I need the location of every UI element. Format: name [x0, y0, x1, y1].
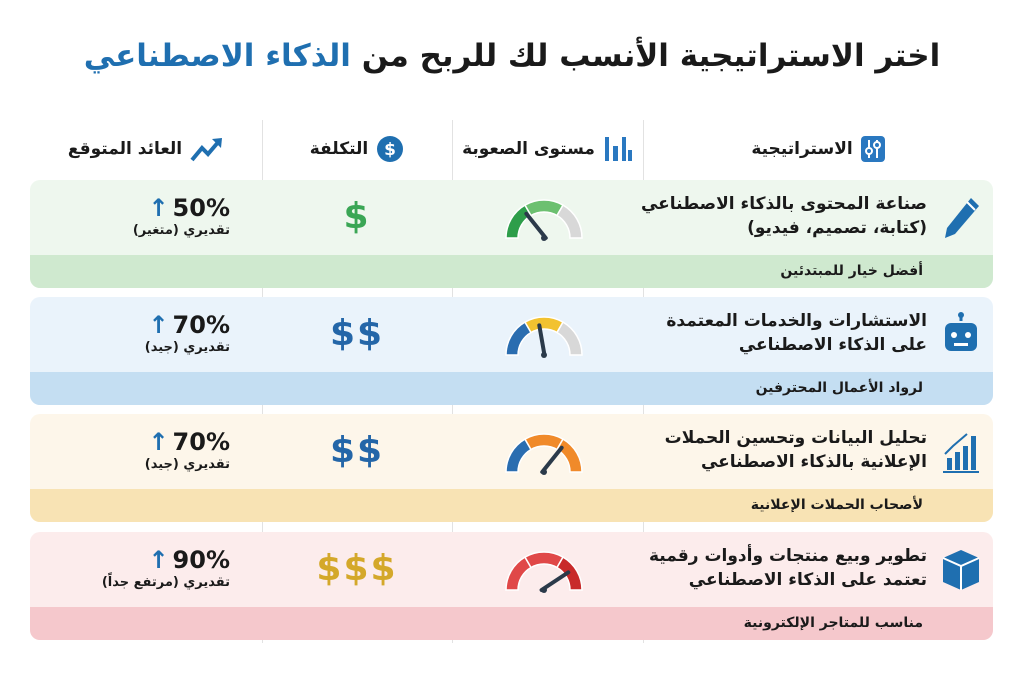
pencil-icon — [945, 198, 979, 238]
header-return-label: العائد المتوقع — [67, 139, 183, 159]
return-percent: 50% — [172, 194, 230, 222]
header-difficulty: مستوى الصعوبة — [452, 120, 643, 178]
return-note: تقديري (جيد) — [144, 457, 230, 472]
audience-label: أفضل خيار للمبتدئين — [780, 263, 923, 279]
header-return: العائد المتوقع — [30, 120, 262, 178]
audience-band: مناسب للمتاجر الإلكترونية — [30, 607, 993, 640]
expected-return: ↑ 70% تقديري (جيد) — [30, 428, 230, 474]
difficulty-gauge — [505, 316, 583, 358]
arrow-up-icon: ↑ — [148, 428, 169, 456]
header-strategy-label: الاستراتيجية — [751, 139, 853, 159]
strategy-row: لرواد الأعمال المحترفين الاستشارات والخد… — [30, 297, 993, 405]
gauge-segment — [555, 438, 583, 473]
header-cost: $ التكلفة — [262, 120, 452, 178]
audience-band: لرواد الأعمال المحترفين — [30, 372, 993, 405]
gauge-segment — [523, 433, 565, 451]
gauge-needle — [524, 211, 548, 240]
audience-band: أفضل خيار للمبتدئين — [30, 255, 993, 288]
gauge-segment — [523, 199, 565, 217]
strategy-row: مناسب للمتاجر الإلكترونية تطوير وبيع منت… — [30, 532, 993, 640]
difficulty-gauge — [505, 199, 583, 241]
return-percent: 70% — [172, 428, 230, 456]
strategy-name: الاستشارات والخدمات المعتمدة على الذكاء … — [666, 311, 927, 355]
audience-label: لرواد الأعمال المحترفين — [755, 380, 923, 396]
gauge-segment — [555, 204, 583, 239]
gauge-needle — [540, 445, 564, 474]
cost-symbol: $$$ — [316, 548, 398, 589]
cost-symbol: $$ — [329, 313, 385, 354]
audience-label: مناسب للمتاجر الإلكترونية — [743, 615, 923, 631]
return-percent: 70% — [172, 311, 230, 339]
arrow-up-icon: ↑ — [148, 546, 169, 574]
gauge-hub — [541, 587, 547, 593]
title-main: اختر الاستراتيجية الأنسب لك للربح من — [361, 38, 941, 74]
strategy-row: لأصحاب الحملات الإعلانية تحليل البيانات … — [30, 414, 993, 522]
expected-return: ↑ 90% تقديري (مرتفع جداً) — [30, 546, 230, 592]
expected-return: ↑ 70% تقديري (جيد) — [30, 311, 230, 357]
expected-return: ↑ 50% تقديري (متغير) — [30, 194, 230, 240]
gauge-segment — [523, 551, 565, 569]
gauge-needle — [539, 570, 571, 592]
return-note: تقديري (مرتفع جداً) — [101, 575, 230, 590]
audience-label: لأصحاب الحملات الإعلانية — [750, 497, 923, 513]
arrow-up-icon: ↑ — [148, 194, 169, 222]
difficulty-gauge — [505, 433, 583, 475]
bar-levels-icon — [604, 137, 632, 161]
strategy-name: تطوير وبيع منتجات وأدوات رقمية تعتمد على… — [648, 546, 927, 590]
bar-chart-icon — [943, 433, 979, 473]
gauge-segment — [523, 316, 565, 334]
cost-symbol: $$ — [329, 430, 385, 471]
strategy-row: أفضل خيار للمبتدئين صناعة المحتوى بالذكا… — [30, 180, 993, 288]
difficulty-gauge — [505, 551, 583, 593]
header-cost-label: التكلفة — [309, 139, 369, 159]
strategy-name: تحليل البيانات وتحسين الحملات الإعلانية … — [664, 428, 927, 472]
gauge-segment — [555, 321, 583, 356]
return-note: تقديري (متغير) — [132, 223, 230, 238]
audience-band: لأصحاب الحملات الإعلانية — [30, 489, 993, 522]
strategy-name: صناعة المحتوى بالذكاء الاصطناعي (كتابة، … — [640, 194, 927, 238]
gauge-hub — [541, 235, 547, 241]
box-icon — [942, 550, 980, 590]
trending-up-icon — [190, 138, 223, 162]
return-percent: 90% — [172, 546, 230, 574]
sliders-icon — [860, 136, 885, 162]
gauge-needle — [537, 323, 547, 357]
gauge-hub — [541, 352, 547, 358]
dollar-circle-icon: $ — [377, 136, 404, 162]
gauge-hub — [541, 469, 547, 475]
arrow-up-icon: ↑ — [148, 311, 169, 339]
page-title: اختر الاستراتيجية الأنسب لك للربح من الذ… — [60, 36, 964, 76]
header-strategy: الاستراتيجية — [643, 120, 993, 178]
header-difficulty-label: مستوى الصعوبة — [462, 139, 595, 159]
return-note: تقديري (جيد) — [144, 340, 230, 355]
title-highlight: الذكاء الاصطناعي — [83, 38, 351, 74]
cost-symbol: $ — [343, 196, 371, 237]
svg-text:$: $ — [384, 140, 396, 160]
robot-icon — [945, 312, 977, 351]
